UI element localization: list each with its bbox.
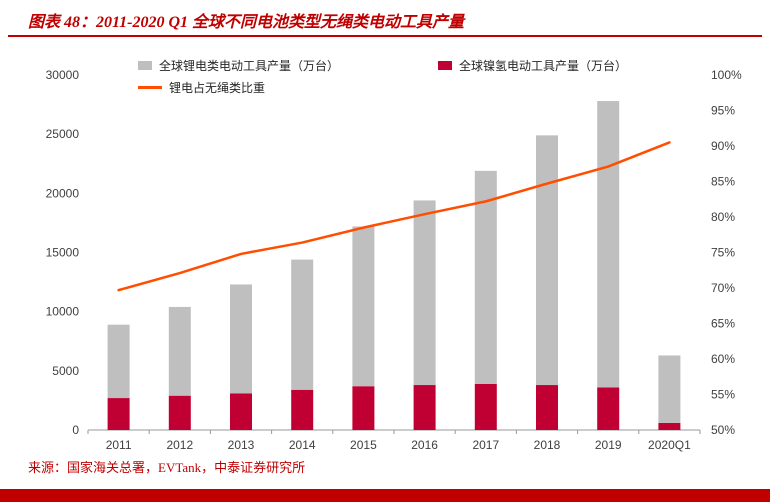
x-axis-category-label: 2012 — [166, 438, 193, 452]
title-underline-rule — [8, 35, 762, 37]
right-axis-tick-label: 90% — [711, 139, 735, 153]
figure-title: 图表 48：2011-2020 Q1 全球不同电池类型无绳类电动工具产量 — [28, 14, 465, 31]
legend-label-nimh: 全球镍氢电动工具产量（万台） — [459, 58, 628, 73]
x-axis-category-label: 2014 — [289, 438, 316, 452]
left-axis-tick-label: 30000 — [46, 68, 80, 82]
legend-row-line: 锂电占无绳类比重 — [138, 76, 627, 98]
chart-legend: 全球锂电类电动工具产量（万台） 全球镍氢电动工具产量（万台） 锂电占无绳类比重 — [138, 54, 627, 98]
right-axis-tick-label: 55% — [711, 388, 735, 402]
left-axis-tick-label: 0 — [72, 423, 79, 437]
x-axis-category-label: 2018 — [534, 438, 561, 452]
bar-lithium — [168, 306, 191, 396]
bar-nimh — [230, 393, 252, 430]
bar-lithium — [107, 324, 130, 399]
lithium-bar-swatch-icon — [138, 60, 152, 70]
bar-nimh — [413, 385, 436, 430]
bar-lithium — [658, 355, 681, 423]
footer-bar — [0, 489, 770, 502]
bar-lithium — [352, 226, 375, 387]
left-axis-tick-label: 25000 — [46, 127, 80, 141]
right-axis-tick-label: 95% — [711, 104, 735, 118]
right-axis-tick-label: 100% — [711, 68, 742, 82]
bar-nimh — [597, 387, 620, 430]
bar-nimh — [291, 389, 314, 430]
x-axis-category-label: 2020Q1 — [648, 438, 691, 452]
legend-item-nimh-bars: 全球镍氢电动工具产量（万台） — [438, 57, 627, 74]
right-axis-tick-label: 60% — [711, 352, 735, 366]
x-axis-category-label: 2017 — [472, 438, 499, 452]
source-note: 来源：国家海关总署，EVTank，中泰证券研究所 — [28, 460, 306, 475]
x-axis-category-label: 2013 — [228, 438, 255, 452]
x-axis-category-label: 2019 — [595, 438, 622, 452]
bar-lithium — [474, 170, 497, 384]
left-axis-tick-label: 10000 — [46, 305, 80, 319]
right-axis-tick-label: 50% — [711, 423, 735, 437]
bar-nimh — [168, 395, 191, 430]
left-axis-tick-label: 20000 — [46, 186, 80, 200]
right-axis-tick-label: 65% — [711, 317, 735, 331]
bar-nimh — [474, 383, 497, 430]
legend-label-lithium: 全球锂电类电动工具产量（万台） — [159, 58, 340, 73]
bar-lithium — [413, 200, 436, 386]
legend-label-ratio: 锂电占无绳类比重 — [169, 80, 266, 95]
bar-nimh — [352, 386, 375, 430]
right-axis-tick-label: 70% — [711, 281, 735, 295]
x-axis-category-label: 2016 — [411, 438, 438, 452]
legend-item-lithium-bars: 全球锂电类电动工具产量（万台） — [138, 57, 438, 74]
bar-lithium — [597, 101, 620, 388]
right-axis-tick-label: 85% — [711, 175, 735, 189]
legend-item-ratio-line: 锂电占无绳类比重 — [138, 79, 438, 96]
legend-row-bars: 全球锂电类电动工具产量（万台） 全球镍氢电动工具产量（万台） — [138, 54, 627, 76]
right-axis-tick-label: 75% — [711, 246, 735, 260]
x-axis-category-label: 2011 — [106, 438, 132, 452]
right-axis-tick-label: 80% — [711, 210, 735, 224]
bar-nimh — [658, 422, 681, 430]
x-axis-category-label: 2015 — [350, 438, 377, 452]
left-axis-tick-label: 15000 — [46, 246, 80, 260]
bar-lithium — [536, 135, 558, 386]
bar-lithium — [291, 259, 314, 390]
ratio-line-swatch-icon — [138, 85, 162, 89]
ratio-line — [117, 141, 671, 292]
nimh-bar-swatch-icon — [438, 60, 452, 70]
bar-nimh — [536, 385, 558, 430]
bar-nimh — [107, 398, 130, 430]
bar-lithium — [230, 284, 252, 394]
left-axis-tick-label: 5000 — [52, 364, 79, 378]
